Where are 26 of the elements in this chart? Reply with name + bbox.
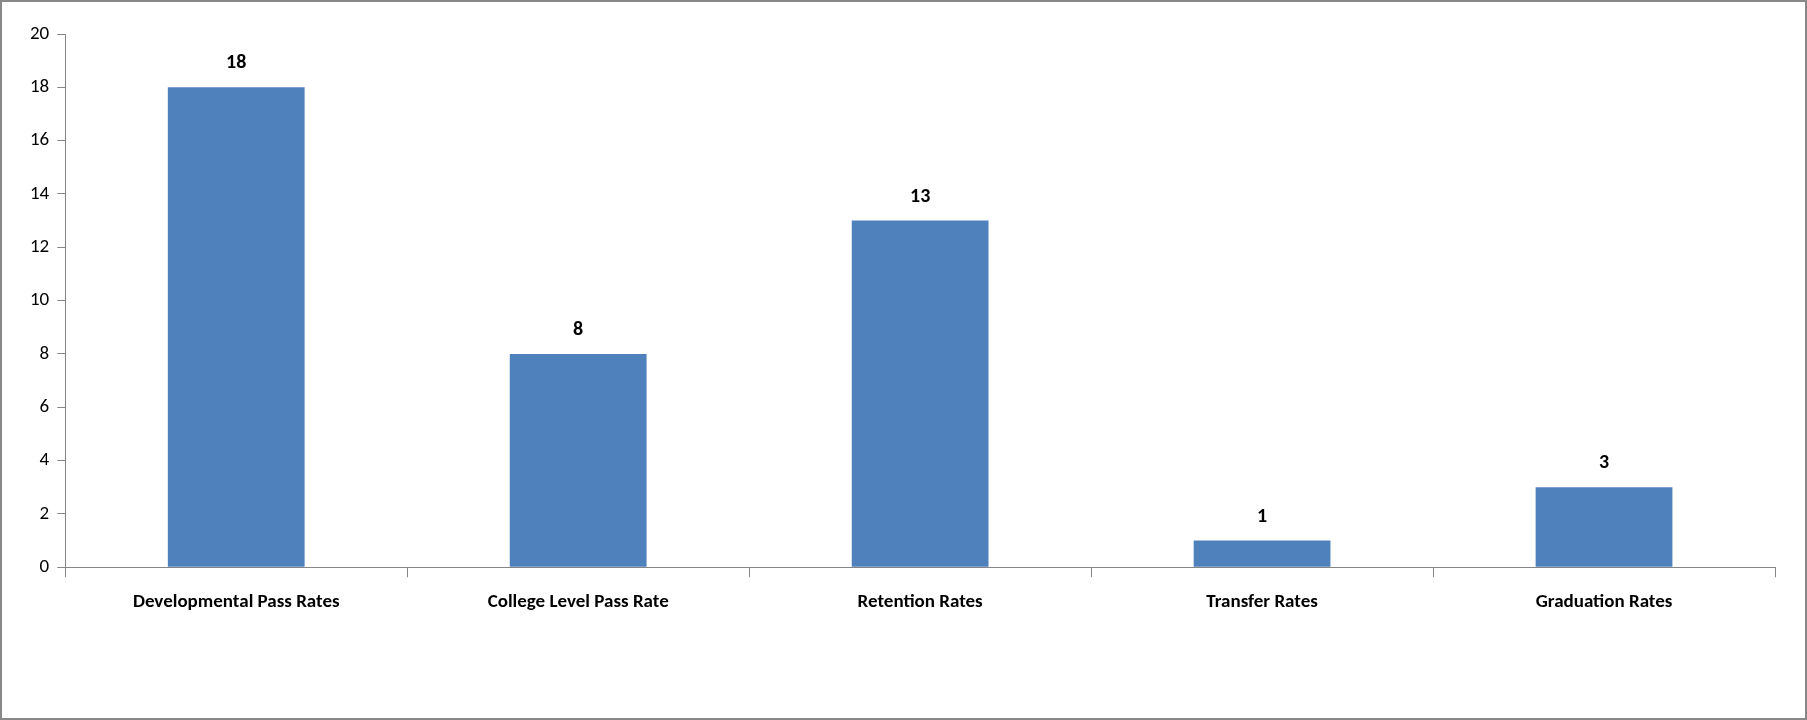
y-tick-label: 14 <box>29 180 50 204</box>
data-label: 13 <box>909 182 931 207</box>
y-tick-label: 4 <box>39 447 50 471</box>
data-label: 3 <box>1598 449 1610 474</box>
y-tick-label: 2 <box>39 500 50 524</box>
bar <box>1193 540 1331 567</box>
x-tick-label: Retention Rates <box>857 589 984 613</box>
data-label: 1 <box>1257 502 1268 527</box>
y-tick-label: 12 <box>29 234 50 258</box>
y-tick-label: 0 <box>39 553 50 577</box>
x-tick-label: Developmental Pass Rates <box>132 589 340 613</box>
x-tick-label: Transfer Rates <box>1206 589 1319 613</box>
y-tick-label: 6 <box>39 393 50 417</box>
data-label: 8 <box>573 315 584 340</box>
y-tick-label: 10 <box>29 287 50 311</box>
y-tick-label: 16 <box>29 127 50 151</box>
bar <box>167 87 305 567</box>
y-tick-label: 18 <box>29 74 50 98</box>
x-tick-label: Graduation Rates <box>1535 589 1673 613</box>
bar <box>851 220 989 567</box>
x-tick-label: College Level Pass Rate <box>487 589 669 613</box>
y-tick-label: 20 <box>29 20 50 44</box>
data-label: 18 <box>226 49 247 74</box>
bar <box>1535 487 1673 567</box>
bar <box>509 353 647 567</box>
y-tick-label: 8 <box>39 340 50 364</box>
